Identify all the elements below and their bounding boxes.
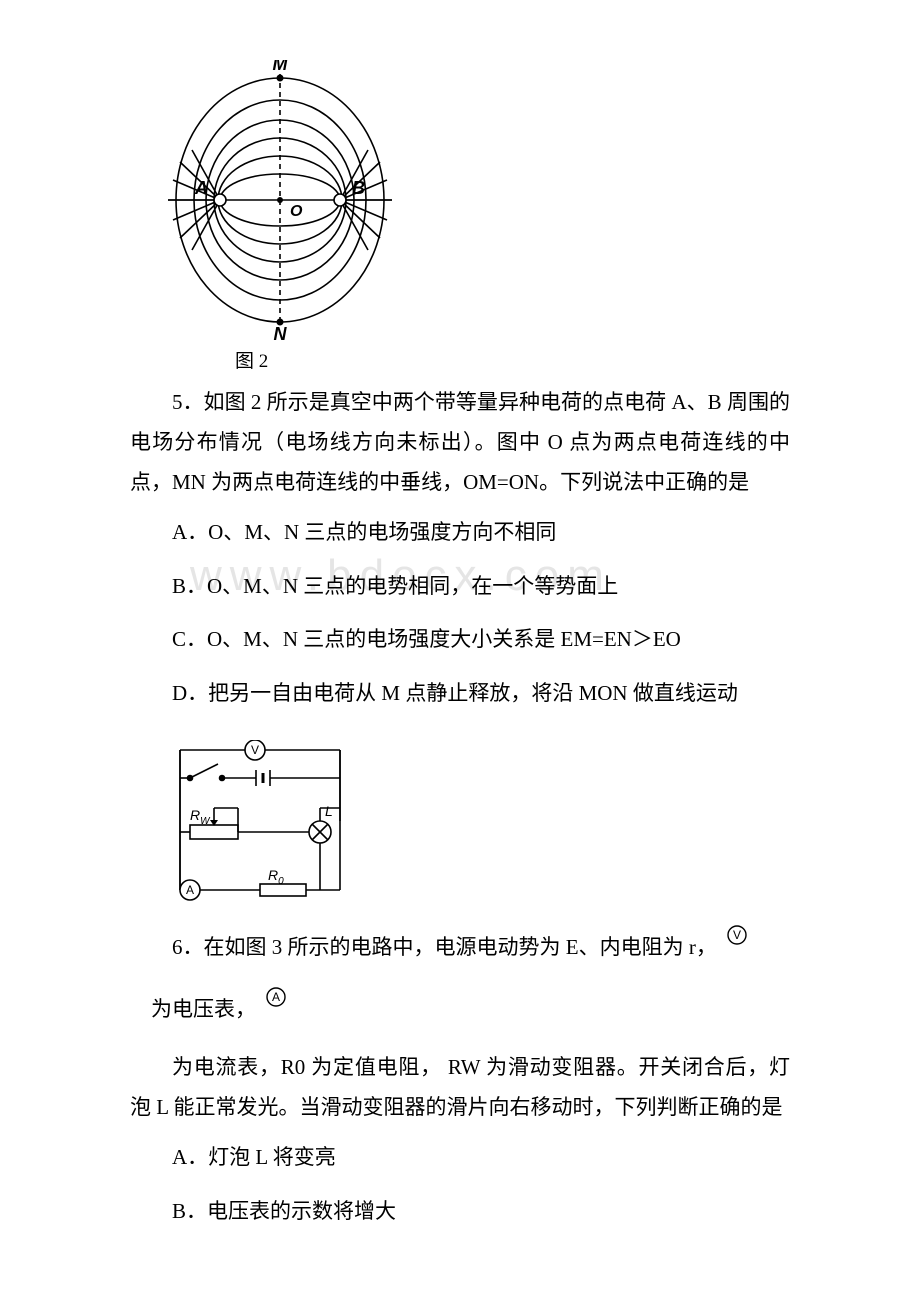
svg-text:N: N: [274, 324, 288, 340]
svg-text:A: A: [272, 990, 280, 1004]
circuit-svg: V A RW L R0: [160, 740, 360, 910]
q6-line1: 6．在如图 3 所示的电路中，电源电动势为 E、内电阻为 r， V: [130, 924, 790, 968]
svg-text:A: A: [194, 178, 208, 198]
figure-caption-2: 图 2: [160, 346, 790, 373]
q5-option-b: B．O、M、N 三点的电势相同，在一个等势面上: [130, 567, 790, 607]
voltmeter-icon: V: [726, 924, 748, 946]
svg-text:V: V: [733, 928, 741, 942]
svg-text:M: M: [273, 60, 289, 74]
svg-text:L: L: [325, 803, 333, 819]
q6-stem-rest: 为电流表，R0 为定值电阻， RW 为滑动变阻器。开关闭合后，灯泡 L 能正常发…: [130, 1048, 790, 1128]
svg-text:RW: RW: [190, 807, 211, 827]
svg-text:V: V: [251, 743, 259, 757]
q5-stem: 5．如图 2 所示是真空中两个带等量异种电荷的点电荷 A、B 周围的电场分布情况…: [130, 383, 790, 503]
q6-line2: 为电压表， A: [130, 986, 790, 1030]
svg-text:O: O: [290, 203, 303, 220]
figure-dipole: M N A B O 图 2: [130, 40, 790, 383]
figure-circuit: V A RW L R0: [130, 728, 790, 924]
q6-option-a: A．灯泡 L 将变亮: [130, 1138, 790, 1178]
q6-option-b: B．电压表的示数将增大: [130, 1192, 790, 1232]
ammeter-icon: A: [265, 986, 287, 1008]
svg-text:B: B: [352, 178, 365, 198]
q5-option-a: A．O、M、N 三点的电场强度方向不相同: [130, 513, 790, 553]
q5-option-d: D．把另一自由电荷从 M 点静止释放，将沿 MON 做直线运动: [130, 674, 790, 714]
dipole-svg: M N A B O: [160, 60, 400, 340]
svg-text:A: A: [186, 883, 194, 897]
q5-option-c: C．O、M、N 三点的电场强度大小关系是 EM=EN＞EO: [130, 620, 790, 660]
